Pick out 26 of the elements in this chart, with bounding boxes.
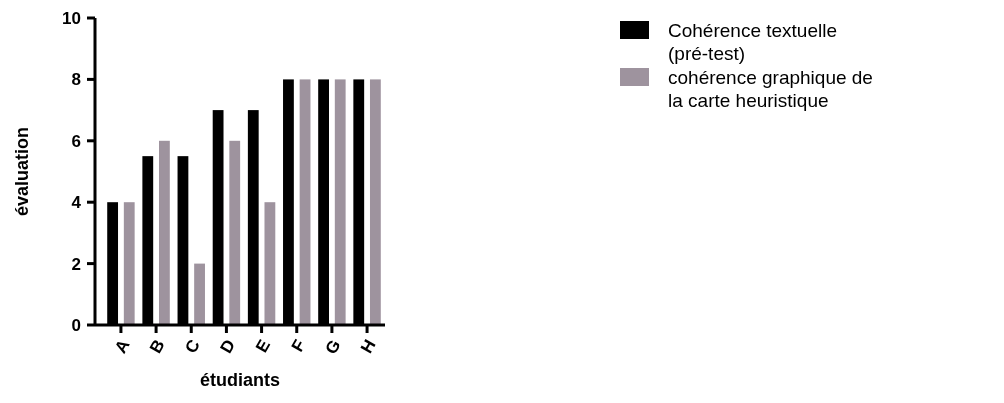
x-tick-label: G — [321, 336, 345, 358]
y-tick-label: 2 — [71, 254, 81, 274]
bar — [159, 140, 170, 325]
bar — [264, 202, 276, 325]
y-tick-label: 6 — [71, 131, 81, 151]
y-axis-title: évaluation — [12, 126, 32, 217]
x-tick-label: A — [110, 336, 134, 357]
x-tick-label: F — [287, 336, 310, 355]
y-tick-label: 10 — [62, 8, 81, 28]
legend-label: cohérence graphique de la carte heuristique — [668, 66, 873, 112]
bar — [334, 79, 346, 325]
bar — [229, 140, 241, 325]
bar — [123, 202, 135, 325]
bar — [299, 79, 311, 325]
x-tick-label: E — [252, 336, 275, 356]
y-tick-label: 4 — [71, 193, 82, 213]
x-tick-label: B — [146, 336, 169, 357]
bar — [194, 263, 205, 325]
x-axis-title: étudiants — [199, 370, 281, 390]
x-tick-label: C — [181, 336, 204, 357]
y-tick-label: 0 — [71, 315, 81, 335]
legend-label: Cohérence textuelle (pré-test) — [668, 19, 837, 65]
y-tick-label: 8 — [71, 70, 81, 90]
bar — [369, 79, 381, 325]
x-tick-label: H — [357, 336, 380, 357]
x-tick-label: D — [216, 336, 240, 357]
